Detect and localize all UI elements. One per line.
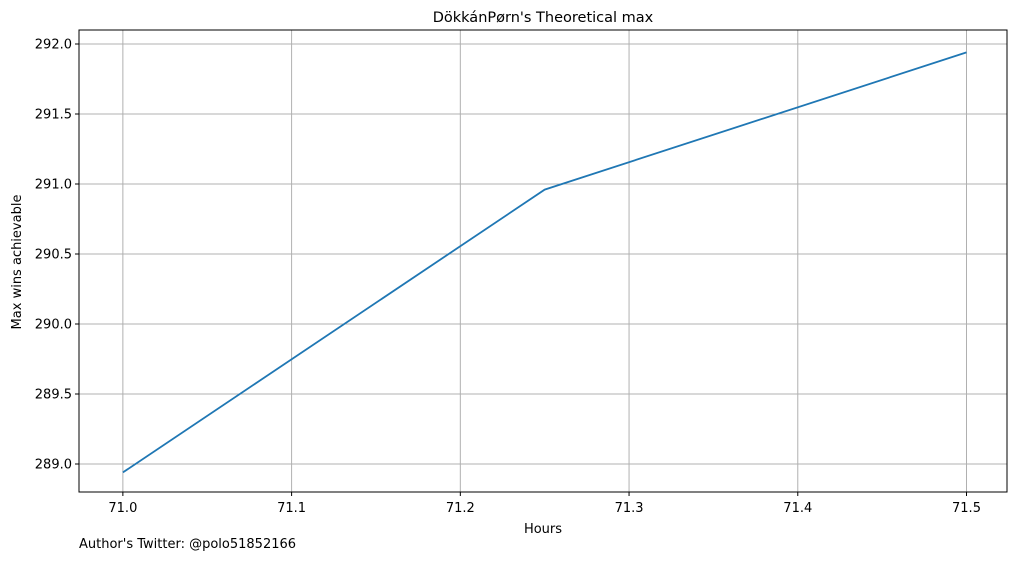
x-tick-label: 71.1 [277,501,306,516]
author-credit: Author's Twitter: @polo51852166 [79,537,297,552]
x-tick-label: 71.4 [783,501,812,516]
plot-frame [78,29,1008,493]
y-axis: 289.0 289.5 290.0 290.5 291.0 291.5 292.0 [35,38,79,473]
x-tick-label: 71.3 [615,501,644,516]
y-tick-label: 289.0 [35,458,72,473]
x-tick-label: 71.0 [108,501,137,516]
series-layer [122,51,967,474]
x-tick-label: 71.5 [952,501,981,516]
y-tick-label: 289.5 [35,388,72,403]
y-tick-label: 292.0 [35,38,72,53]
y-tick-label: 291.5 [35,108,72,123]
x-tick-label: 71.2 [446,501,475,516]
x-axis: 71.0 71.1 71.2 71.3 71.4 71.5 [108,492,981,516]
y-tick-label: 290.0 [35,318,72,333]
grid [79,30,1007,492]
y-axis-label: Max wins achievable [10,195,25,330]
x-axis-label: Hours [524,522,562,537]
series-line [122,51,967,474]
chart-title: DökkánPørn's Theoretical max [433,10,654,26]
y-tick-label: 290.5 [35,248,72,263]
y-tick-label: 291.0 [35,178,72,193]
